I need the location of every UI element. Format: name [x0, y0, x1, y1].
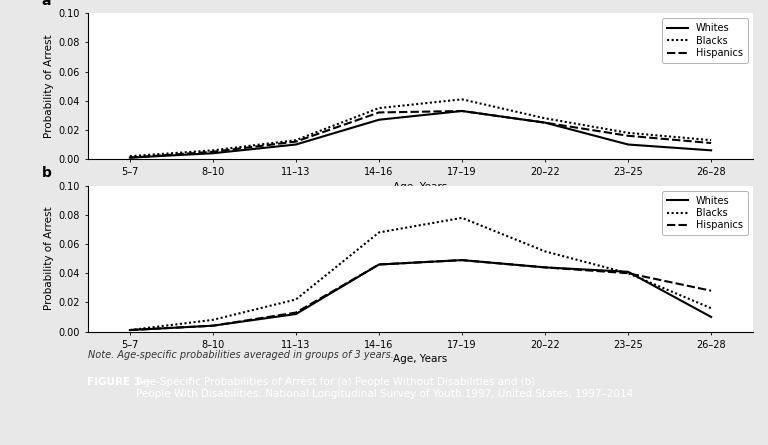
Text: Age-Specific Probabilities of Arrest for (a) People Without Disabilities and (b): Age-Specific Probabilities of Arrest for… — [137, 377, 634, 399]
Text: a: a — [41, 0, 51, 8]
Text: b: b — [41, 166, 51, 180]
Y-axis label: Probability of Arrest: Probability of Arrest — [45, 34, 55, 138]
Legend: Whites, Blacks, Hispanics: Whites, Blacks, Hispanics — [662, 18, 748, 63]
Legend: Whites, Blacks, Hispanics: Whites, Blacks, Hispanics — [662, 190, 748, 235]
X-axis label: Age, Years: Age, Years — [393, 354, 448, 364]
X-axis label: Age, Years: Age, Years — [393, 182, 448, 192]
Text: Note. Age-specific probabilities averaged in groups of 3 years.: Note. Age-specific probabilities average… — [88, 350, 394, 360]
Text: FIGURE 1—: FIGURE 1— — [88, 377, 152, 387]
Y-axis label: Probability of Arrest: Probability of Arrest — [45, 207, 55, 311]
